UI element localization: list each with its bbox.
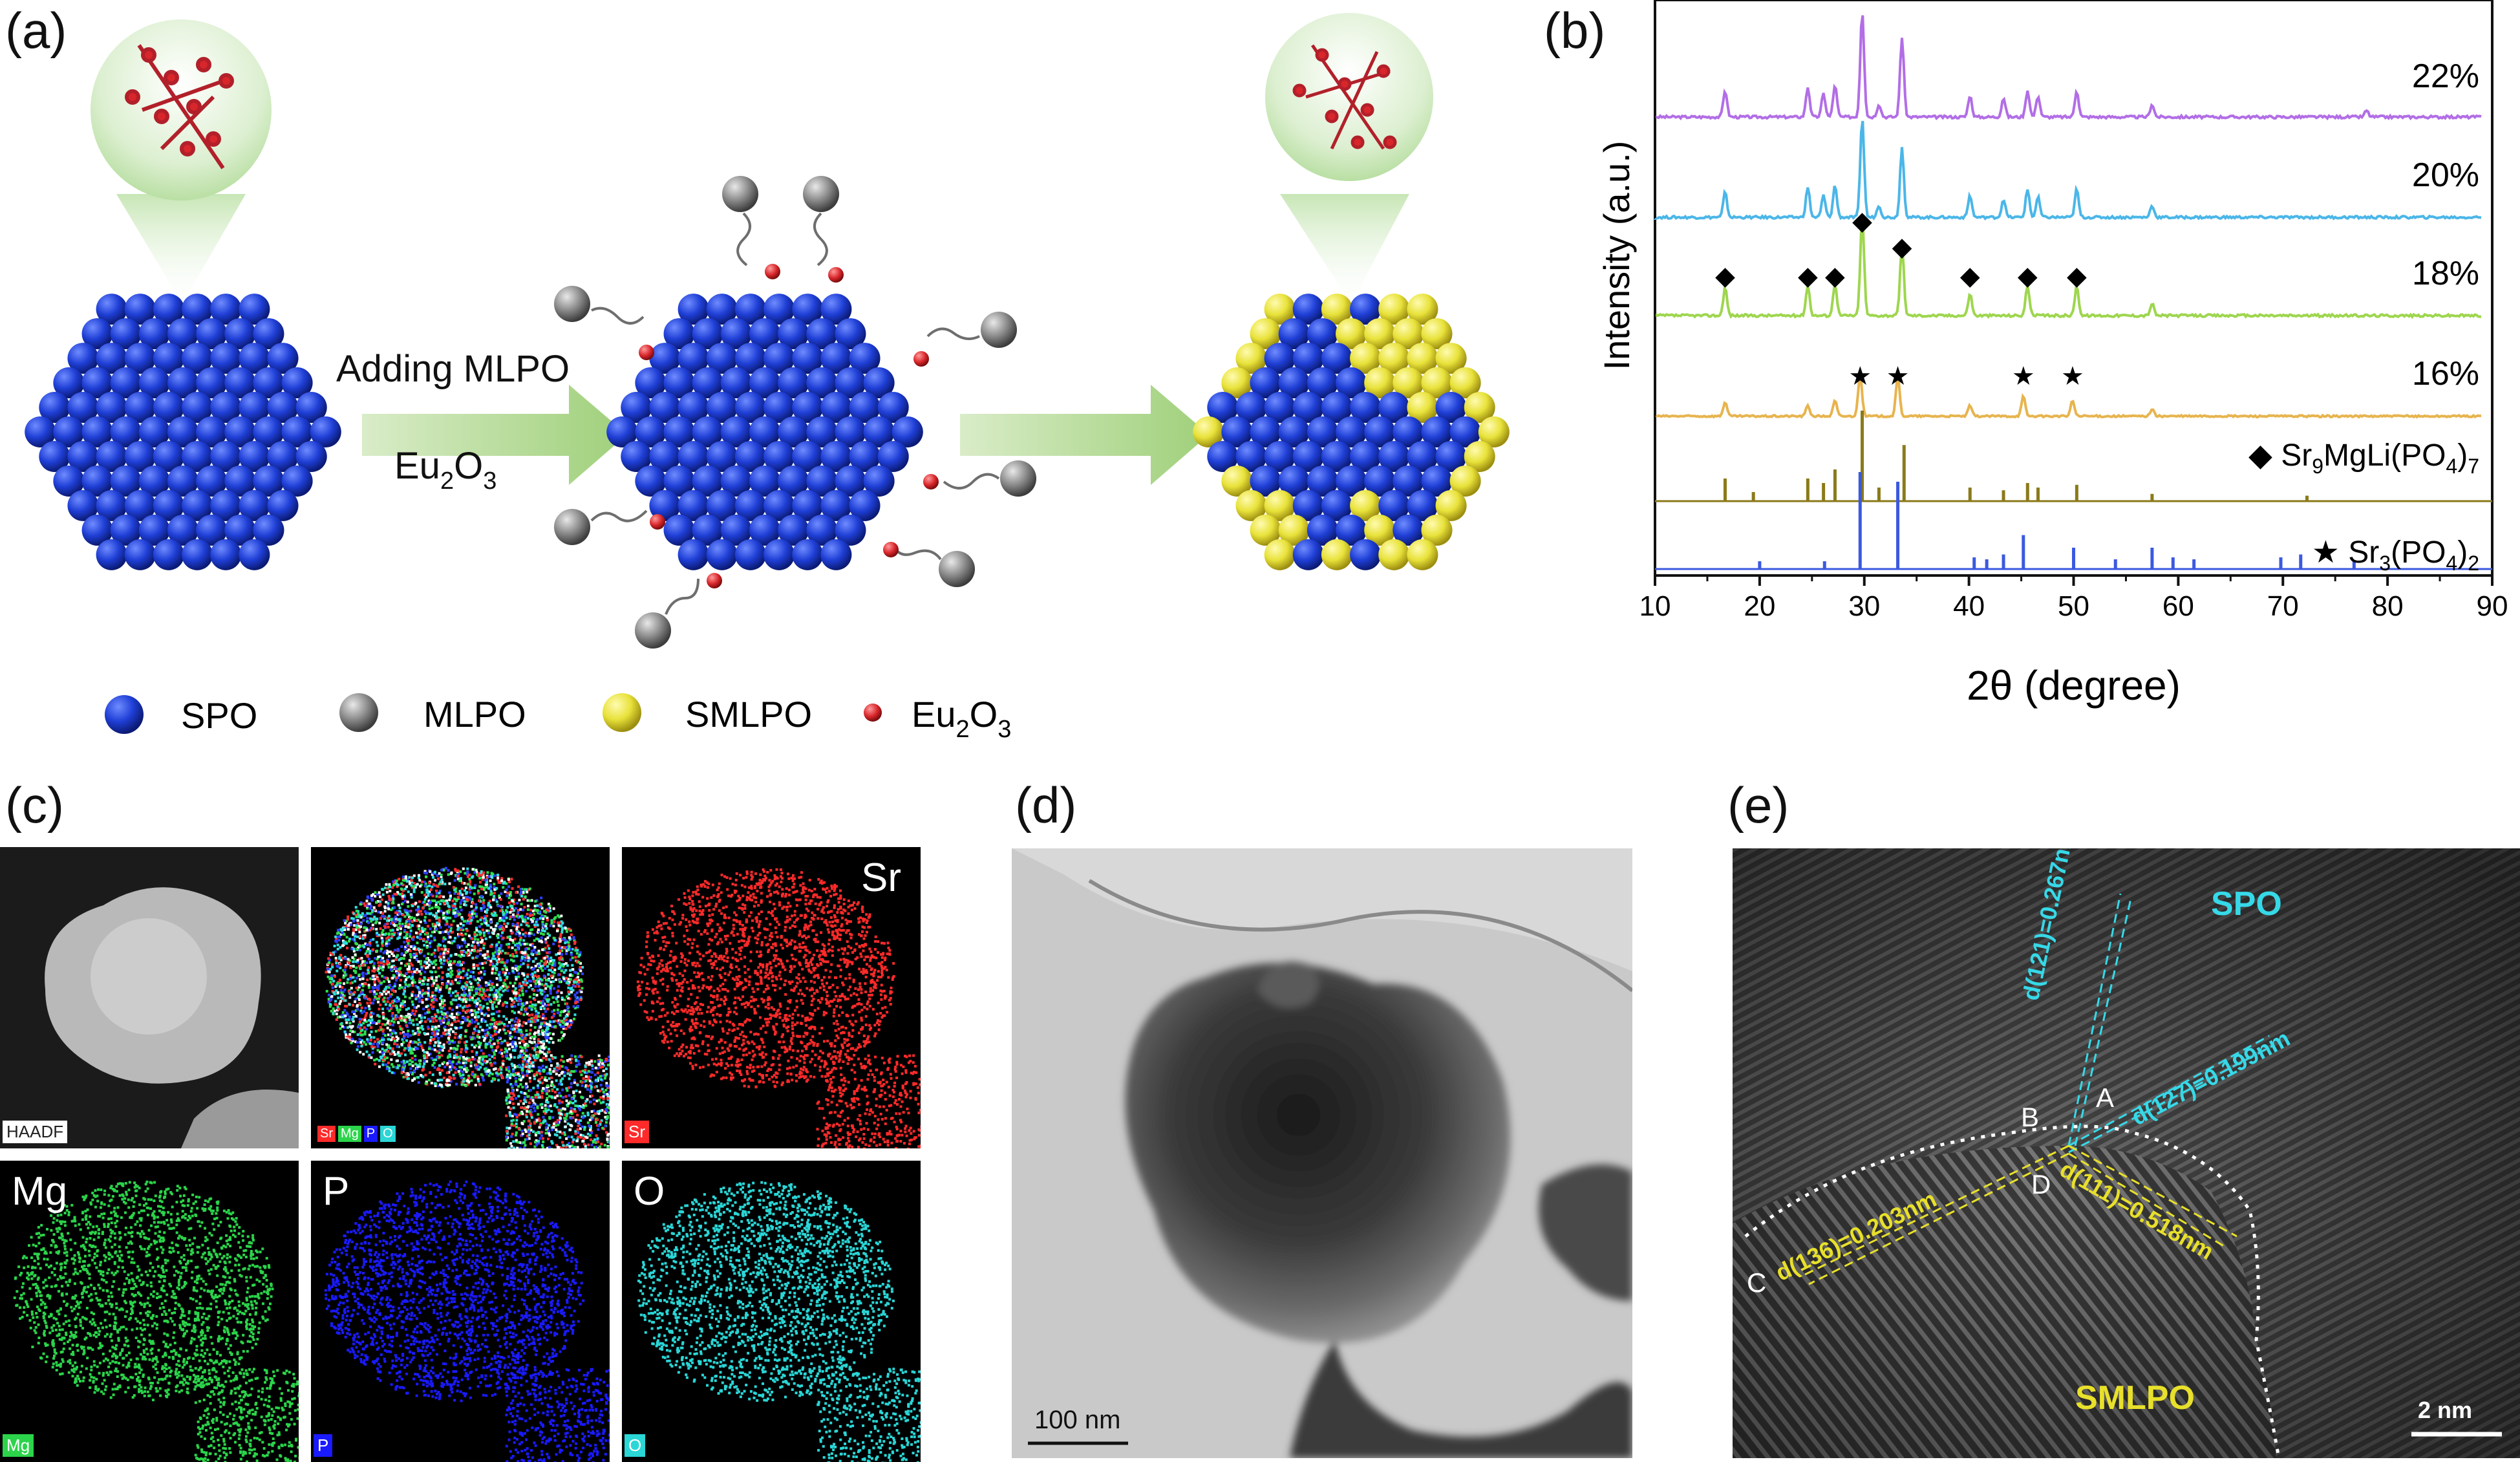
eds-tile: Mg Mg [0,1161,299,1462]
x-axis-label: 2θ (degree) [1967,662,2181,709]
x-tick-label: 10 [1639,590,1671,622]
spo-cluster-initial [25,294,341,570]
merged-legend-item: Mg [338,1126,361,1142]
spo-sphere [153,539,184,570]
crystal-bubble-2 [1265,13,1433,304]
merged-legend-item: Sr [317,1126,336,1142]
panel-label-d: (d) [1015,776,1076,835]
legend-eu2o3: Eu2O3 [912,694,1011,743]
y-axis-label: Intensity (a.u.) [1596,141,1637,371]
star-marker: ★ [2012,362,2035,391]
diamond-marker: ◆ [1852,207,1872,235]
diamond-marker: ◆ [1960,262,1980,290]
smlpo-sphere [1321,539,1352,570]
point-d-label: D [2031,1169,2051,1200]
x-tick-label: 90 [2477,590,2508,622]
process-arrow-2 [960,385,1209,485]
hrtem-scale-label: 2 nm [2418,1397,2472,1424]
point-b-label: B [2021,1102,2039,1133]
series-label: 22% [2412,58,2479,95]
spo-label: SPO [2211,885,2282,923]
eds-tile-label: HAADF [3,1121,67,1143]
x-tick-label: 80 [2372,590,2404,622]
smlpo-sphere [1378,539,1409,570]
smlpo-sphere [1407,539,1438,570]
x-tick-label: 60 [2162,590,2194,622]
smlpo-sphere [1265,539,1296,570]
hrtem-image: SPO SMLPO d(121)=0.267nm d(127)=0.199nm … [1733,848,2520,1458]
eds-element-title: Sr [861,855,901,901]
eds-element-title: O [634,1168,665,1214]
tem-scale-label: 100 nm [1034,1406,1120,1435]
tem-image: 100 nm [1012,848,1632,1458]
eds-tile-label: Mg [3,1434,34,1457]
xrd-series-0 [1657,16,2481,118]
panel-a-legend: SPO MLPO SMLPO Eu2O3 [105,693,1011,743]
diamond-marker: ◆ [1892,233,1912,261]
point-a-label: A [2096,1082,2114,1113]
series-label: 18% [2412,255,2479,292]
spo-sphere [707,539,738,570]
xrd-chart: 10 20 30 40 50 60 70 80 90 2θ (degree) Intensity (… [1577,0,2520,731]
merged-legend-item: P [364,1126,378,1142]
reference-label: ★ Sr3(PO4)2 [2312,535,2479,575]
panel-label-e: (e) [1727,776,1789,835]
spo-sphere [1350,539,1381,570]
crystal-bubble-1 [91,19,272,304]
point-c-label: C [1747,1267,1766,1298]
eds-tile: HAADF [0,847,299,1148]
series-label: 16% [2412,355,2479,392]
xrd-series-1 [1657,121,2481,219]
spo-sphere [182,539,213,570]
diamond-marker: ◆ [1715,262,1735,290]
spo-sphere [735,539,766,570]
eds-tile-label: P [314,1434,332,1457]
star-marker: ★ [1886,362,1910,391]
x-tick-label: 40 [1953,590,1985,622]
merged-legend-item: O [380,1126,396,1142]
diamond-marker: ◆ [2067,262,2087,290]
spo-sphere [820,539,851,570]
reference-label: ◆ Sr9MgLi(PO4)7 [2248,438,2479,478]
diamond-marker: ◆ [1825,262,1845,290]
x-tick-label: 30 [1848,590,1880,622]
spo-sphere [678,539,709,570]
legend-spo: SPO [181,695,257,736]
star-marker: ★ [2061,362,2084,391]
x-tick-label: 20 [1744,590,1775,622]
eds-element-title: P [323,1168,349,1214]
x-tick-label: 70 [2267,590,2299,622]
diamond-marker: ◆ [2018,262,2038,290]
eds-tile-label: Sr [625,1121,649,1143]
smlpo-cluster-final [1193,294,1510,570]
spo-sphere [1293,539,1324,570]
x-tick-label: 50 [2058,590,2089,622]
eds-tile: Sr Sr [622,847,921,1148]
spo-sphere [239,539,270,570]
legend-mlpo: MLPO [423,694,526,735]
step-label-adding: Adding MLPO [336,348,570,390]
spo-sphere [125,539,156,570]
series-label: 20% [2412,156,2479,194]
spo-sphere [210,539,241,570]
eds-element-title: Mg [12,1168,67,1214]
eds-tile-label: O [625,1434,645,1457]
panel-label-c: (c) [5,776,64,835]
diamond-marker: ◆ [1798,262,1818,290]
spo-sphere [763,539,795,570]
star-marker: ★ [1848,362,1872,391]
legend-smlpo: SMLPO [685,694,812,735]
panel-a-schematic: Adding MLPO Eu2O3 SPO MLPO SMLPO Eu2O3 [0,0,1564,776]
spo-sphere [96,539,127,570]
smlpo-label: SMLPO [2075,1379,2195,1417]
spo-sphere [792,539,823,570]
